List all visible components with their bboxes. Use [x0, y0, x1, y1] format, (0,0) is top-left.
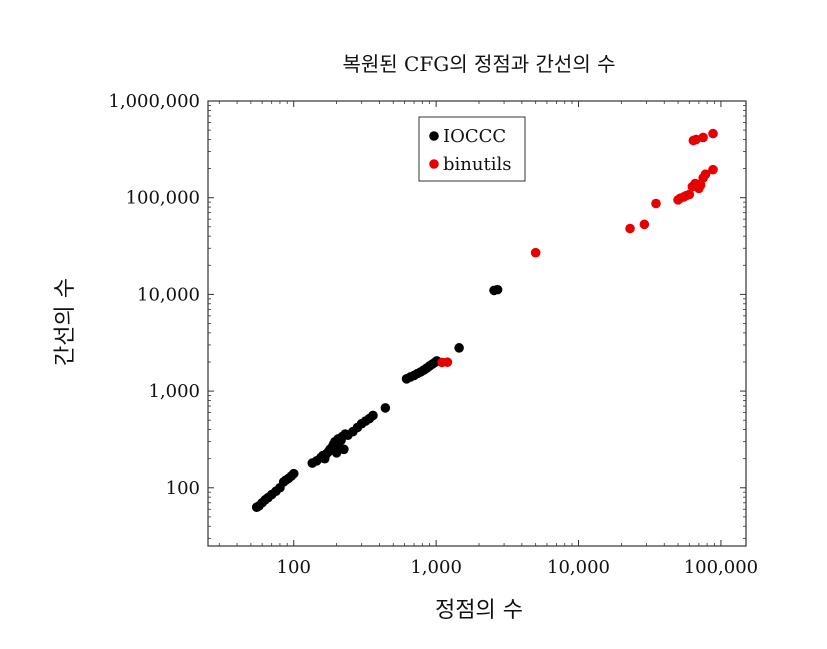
data-point-ioccc [492, 284, 503, 295]
series-binutils [437, 128, 718, 368]
data-point-binutils [651, 198, 661, 209]
data-point-ioccc [368, 410, 378, 421]
data-point-binutils [698, 132, 708, 143]
legend-marker-binutils [429, 159, 439, 169]
x-tick-label: 100,000 [684, 557, 758, 578]
chart-title: 복원된 CFG의 정점과 간선의 수 [343, 52, 616, 76]
legend-marker-ioccc [429, 131, 439, 141]
x-tick-label: 1,000 [410, 557, 462, 578]
data-point-ioccc [380, 403, 391, 413]
y-tick-label: 100 [166, 478, 200, 499]
data-point-ioccc [288, 468, 299, 479]
y-tick-label: 1,000,000 [108, 91, 200, 112]
x-tick-label: 100 [277, 557, 311, 578]
data-point-binutils [625, 223, 635, 234]
data-point-binutils [639, 219, 650, 230]
axis-ticks: 100 1,000 10,000 100,000 100 1,000 10,000 100,0… [108, 91, 758, 578]
data-point-ioccc [454, 343, 464, 353]
data-point-binutils [530, 247, 541, 258]
data-point-binutils [708, 128, 718, 139]
series-ioccc [251, 284, 503, 512]
data-point-binutils [700, 169, 711, 179]
y-tick-label: 1,000 [148, 381, 200, 402]
data-point-binutils [684, 189, 695, 200]
data-point-ioccc [339, 444, 349, 455]
x-axis-title: 정점의 수 [435, 598, 523, 623]
legend: IOCCC binutils [418, 116, 526, 182]
legend-label-binutils: binutils [443, 154, 511, 175]
legend-label-ioccc: IOCCC [443, 126, 506, 147]
legend-box [418, 116, 526, 182]
data-point-binutils [442, 357, 453, 367]
y-tick-label: 10,000 [137, 284, 200, 305]
data-points [251, 128, 718, 512]
y-tick-label: 100,000 [126, 188, 200, 209]
y-axis-title: 간선의 수 [53, 278, 78, 366]
x-tick-label: 10,000 [547, 557, 610, 578]
data-point-binutils [708, 164, 718, 175]
